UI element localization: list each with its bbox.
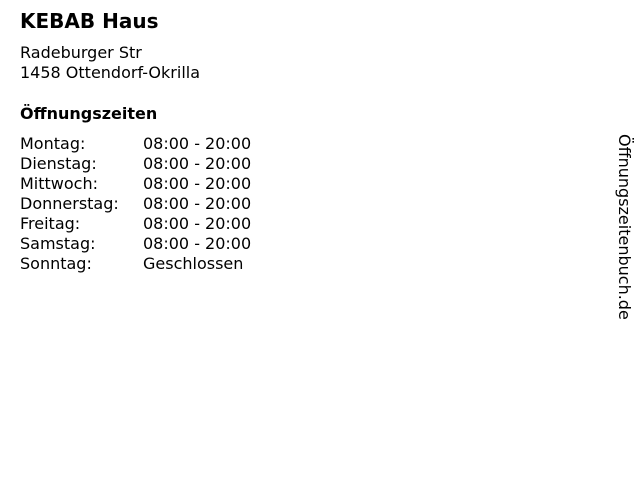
day: Dienstag: — [20, 154, 97, 173]
time: 08:00 - 20:00 — [143, 134, 252, 153]
time: 08:00 - 20:00 — [143, 234, 252, 253]
hours-row: Montag: 08:00 - 20:00 — [20, 134, 251, 154]
city: 1458 Ottendorf-Okrilla — [20, 63, 201, 82]
day: Mittwoch: — [20, 174, 98, 193]
hours-row: Freitag: 08:00 - 20:00 — [20, 214, 251, 234]
address: Radeburger Str 1458 Ottendorf-Okrilla — [20, 43, 200, 83]
hours-table: Montag: 08:00 - 20:00 Dienstag: 08:00 - 20… — [20, 134, 251, 274]
day: Freitag: — [20, 214, 81, 233]
business-name: KEBAB Haus — [20, 9, 159, 33]
hours-heading: Öffnungszeiten — [20, 104, 158, 123]
time: 08:00 - 20:00 — [143, 214, 252, 233]
time: 08:00 - 20:00 — [143, 154, 252, 173]
hours-row: Samstag: 08:00 - 20:00 — [20, 234, 251, 254]
day: Samstag: — [20, 234, 96, 253]
day: Sonntag: — [20, 254, 92, 273]
hours-row: Mittwoch: 08:00 - 20:00 — [20, 174, 251, 194]
hours-row: Donnerstag: 08:00 - 20:00 — [20, 194, 251, 214]
brand-vertical: Öffnungszeitenbuch.de — [615, 134, 634, 320]
time: 08:00 - 20:00 — [143, 194, 252, 213]
day: Donnerstag: — [20, 194, 119, 213]
day: Montag: — [20, 134, 86, 153]
time: Geschlossen — [143, 254, 244, 273]
hours-row: Sonntag: Geschlossen — [20, 254, 251, 274]
time: 08:00 - 20:00 — [143, 174, 252, 193]
hours-row: Dienstag: 08:00 - 20:00 — [20, 154, 251, 174]
street: Radeburger Str — [20, 43, 142, 62]
